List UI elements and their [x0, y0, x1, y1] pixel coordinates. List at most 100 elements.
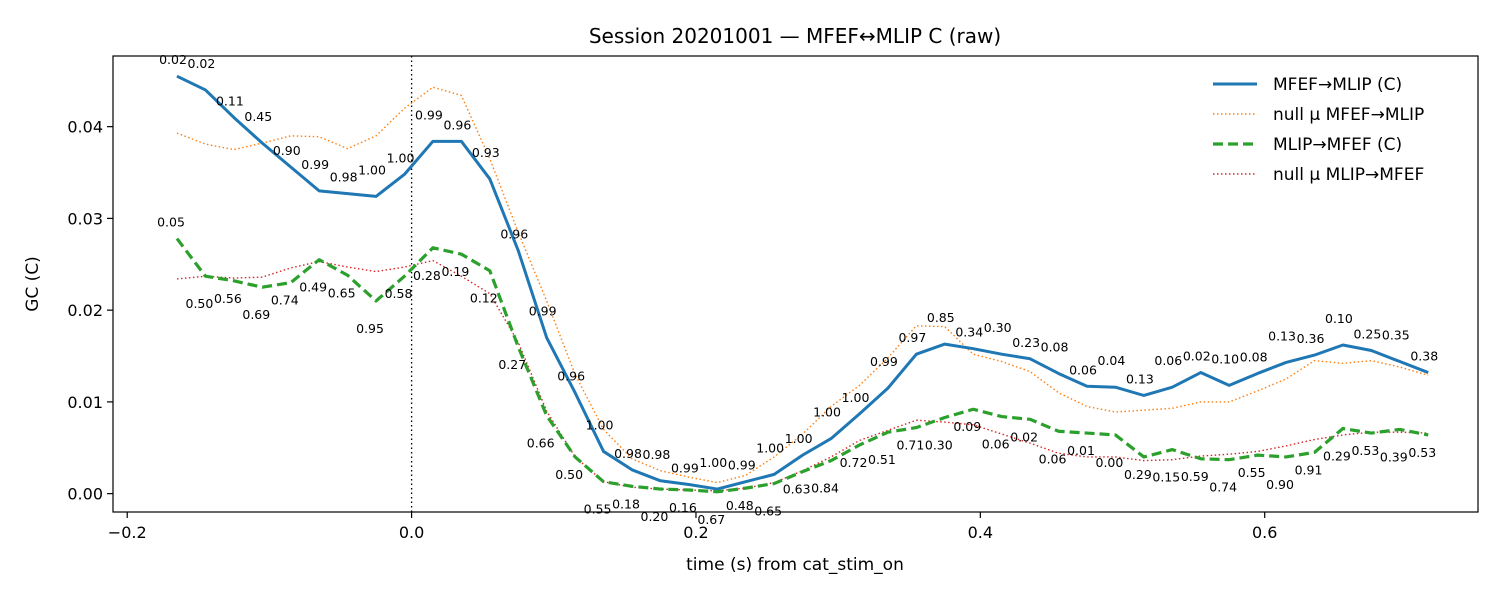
pvalue-label: 1.00 — [586, 417, 614, 432]
pvalue-label: 0.28 — [413, 268, 441, 283]
pvalue-label: 0.65 — [754, 504, 782, 519]
pvalue-label: 1.00 — [699, 455, 727, 470]
pvalue-label: 0.99 — [870, 354, 898, 369]
pvalue-label: 0.49 — [299, 280, 327, 295]
x-tick-label: 0.0 — [399, 523, 424, 542]
pvalue-label: 0.99 — [415, 107, 443, 122]
legend: MFEF→MLIP (C) null μ MFEF→MLIP MLIP→MFEF (… — [1213, 75, 1424, 185]
pvalue-label: 0.10 — [1325, 311, 1353, 326]
pvalue-label: 0.02 — [188, 56, 216, 71]
pvalue-label: 0.38 — [1410, 349, 1438, 364]
pvalue-label: 0.51 — [868, 452, 896, 467]
series-line-2 — [175, 237, 1429, 494]
pvalue-label: 0.48 — [726, 498, 754, 513]
legend-label-3: null μ MLIP→MFEF — [1273, 165, 1424, 185]
pvalue-label: 1.00 — [756, 440, 784, 455]
pvalue-label: 0.85 — [927, 310, 955, 325]
y-axis-label: GC (C) — [23, 256, 43, 312]
pvalue-label: 0.01 — [1067, 443, 1095, 458]
pvalue-label: 0.96 — [557, 369, 585, 384]
pvalue-label: 0.99 — [728, 458, 756, 473]
pvalue-label: 0.18 — [612, 496, 640, 511]
pvalue-label: 0.98 — [643, 447, 671, 462]
pvalue-label: 0.23 — [1012, 335, 1040, 350]
x-tick-label: 0.4 — [968, 523, 993, 542]
pvalue-label: 0.66 — [527, 436, 555, 451]
pvalue-label: 0.72 — [840, 455, 868, 470]
pvalue-label: 0.96 — [500, 227, 528, 242]
pvalue-label: 0.56 — [214, 291, 242, 306]
pvalue-label: 0.19 — [441, 264, 469, 279]
pvalue-label: 0.25 — [1353, 327, 1381, 342]
pvalue-label: 0.04 — [1098, 353, 1126, 368]
pvalue-label: 0.59 — [1181, 469, 1209, 484]
pvalue-label: 0.74 — [1209, 480, 1237, 495]
pvalue-label: 0.02 — [159, 52, 187, 67]
pvalue-label: 0.06 — [982, 437, 1010, 452]
legend-label-0: MFEF→MLIP (C) — [1273, 75, 1402, 95]
pvalue-label: 0.93 — [472, 145, 500, 160]
pvalue-label: 0.91 — [1295, 462, 1323, 477]
y-tick-label: 0.04 — [67, 118, 103, 137]
pvalue-label: 0.65 — [328, 285, 356, 300]
pvalue-label: 1.00 — [785, 431, 813, 446]
pvalue-label: 0.63 — [783, 482, 811, 497]
pvalue-label: 0.53 — [1408, 445, 1436, 460]
pvalue-label: 0.97 — [898, 330, 926, 345]
pvalue-label: 0.58 — [385, 286, 413, 301]
pvalue-label: 0.95 — [356, 321, 384, 336]
pvalue-label: 0.71 — [896, 438, 924, 453]
pvalue-label: 0.90 — [273, 143, 301, 158]
pvalue-label: 0.50 — [186, 296, 214, 311]
pvalue-label: 0.30 — [925, 437, 953, 452]
pvalue-label: 0.98 — [614, 446, 642, 461]
pvalue-label: 0.02 — [1183, 349, 1211, 364]
pvalue-label: 0.00 — [1096, 455, 1124, 470]
pvalue-label: 0.29 — [1323, 449, 1351, 464]
pvalue-label: 0.20 — [641, 509, 669, 524]
pvalue-label: 0.09 — [953, 419, 981, 434]
pvalue-label: 0.99 — [301, 157, 329, 172]
pvalue-label: 0.08 — [1041, 339, 1069, 354]
pvalue-label: 0.06 — [1069, 362, 1097, 377]
pvalue-label: 0.99 — [671, 460, 699, 475]
pvalue-label: 0.06 — [1039, 451, 1067, 466]
pvalue-label: 0.35 — [1382, 328, 1410, 343]
pvalue-label: 0.99 — [529, 304, 557, 319]
pvalue-label: 0.36 — [1297, 331, 1325, 346]
pvalue-label: 0.13 — [1126, 371, 1154, 386]
pvalue-label: 0.69 — [242, 307, 270, 322]
pvalue-label: 0.55 — [1238, 465, 1266, 480]
pvalue-label: 0.11 — [216, 93, 244, 108]
pvalue-label: 1.00 — [842, 390, 870, 405]
y-tick-label: 0.03 — [67, 209, 103, 228]
pvalue-label: 0.16 — [669, 500, 697, 515]
pvalue-label: 0.06 — [1154, 353, 1182, 368]
pvalue-label: 0.45 — [244, 109, 272, 124]
y-tick-label: 0.00 — [67, 485, 103, 504]
pvalue-label: 0.05 — [157, 215, 185, 230]
pvalue-label: 0.13 — [1268, 328, 1296, 343]
pvalue-label: 0.34 — [955, 325, 983, 340]
pvalue-label: 0.67 — [697, 512, 725, 527]
y-tick-label: 0.02 — [67, 301, 103, 320]
x-tick-label: −0.2 — [108, 523, 147, 542]
series-line-0 — [176, 74, 1429, 491]
pvalue-label: 0.02 — [1010, 429, 1038, 444]
pvalue-label: 0.15 — [1152, 470, 1180, 485]
plot-frame — [112, 55, 1479, 513]
y-tick-label: 0.01 — [67, 393, 103, 412]
pvalue-label: 0.50 — [555, 467, 583, 482]
pvalue-label: 0.27 — [498, 357, 526, 372]
pvalue-label: 0.12 — [470, 291, 498, 306]
pvalue-label: 0.08 — [1240, 349, 1268, 364]
legend-label-2: MLIP→MFEF (C) — [1273, 135, 1402, 155]
x-tick-label: 0.2 — [683, 523, 708, 542]
pvalue-label: 0.98 — [330, 170, 358, 185]
x-tick-label: 0.6 — [1252, 523, 1277, 542]
pvalue-label: 0.74 — [271, 293, 299, 308]
pvalue-label: 1.00 — [358, 162, 386, 177]
pvalue-label: 0.30 — [984, 320, 1012, 335]
